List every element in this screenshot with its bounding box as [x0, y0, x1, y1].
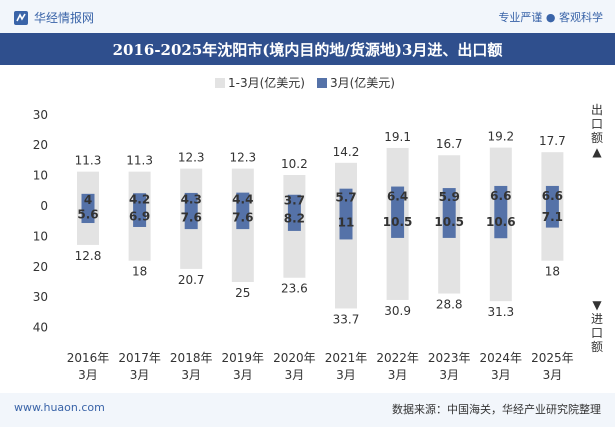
data-label-cumulative-import: 33.7: [333, 312, 360, 326]
legend-item-cumulative: 1-3月(亿美元): [215, 74, 305, 91]
bar-march-import: [494, 206, 508, 239]
chart-title: 2016-2025年沈阳市(境内目的地/货源地)3月进、出口额: [112, 41, 503, 59]
data-label-cumulative-export: 19.1: [384, 130, 411, 144]
data-label-march-import: 7.6: [181, 211, 202, 225]
x-tick-label: 2025年 3月: [531, 351, 574, 382]
bar-march-import: [184, 206, 198, 230]
data-label-march-export: 6.4: [387, 189, 408, 203]
data-label-cumulative-import: 31.3: [487, 305, 514, 319]
x-tick-label: 2022年 3月: [376, 351, 419, 382]
data-label-march-export: 4.4: [232, 192, 253, 206]
data-label-cumulative-import: 18: [132, 265, 147, 279]
bar-march-export: [339, 188, 353, 206]
footer-source: 数据来源：中国海关，华经产业研究院整理: [392, 403, 601, 416]
x-tick-label: 2023年 3月: [428, 351, 471, 382]
export-side-label: 出口额 ▲: [590, 103, 603, 159]
tagline: 专业严谨 ● 客观科学: [498, 11, 603, 24]
legend: 1-3月(亿美元) 3月(亿美元): [215, 74, 407, 91]
data-label-march-import: 10.6: [486, 215, 516, 229]
y-tick-label: 10: [33, 169, 48, 183]
top-bar: [0, 0, 615, 33]
y-tick-label: 10: [33, 229, 48, 243]
data-label-march-export: 5.9: [439, 190, 460, 204]
bar-march-export: [133, 193, 147, 206]
data-label-march-export: 4.3: [181, 192, 202, 206]
y-tick-label: 40: [33, 321, 48, 335]
bar-march-export: [494, 185, 508, 206]
x-tick-label: 2016年 3月: [67, 351, 110, 382]
bar-march-import: [236, 206, 250, 230]
data-label-cumulative-export: 12.3: [178, 151, 205, 165]
bar-march-export: [184, 192, 198, 206]
footer-website: www.huaon.com: [14, 401, 105, 414]
bar-march-export: [287, 194, 301, 206]
data-label-march-export: 4.2: [129, 193, 150, 207]
x-tick-label: 2018年 3月: [170, 351, 213, 382]
data-label-cumulative-import: 23.6: [281, 282, 308, 296]
data-label-cumulative-import: 20.7: [178, 273, 205, 287]
data-label-march-import: 6.9: [129, 209, 150, 223]
x-tick-label: 2024年 3月: [480, 351, 523, 382]
bar-march-export: [81, 193, 95, 206]
bar-march-import: [81, 206, 95, 224]
legend-swatch-march: [316, 77, 327, 88]
footer-bar: [0, 393, 615, 427]
bar-march-import: [339, 206, 353, 240]
data-label-cumulative-import: 12.8: [75, 249, 102, 263]
data-label-cumulative-import: 28.8: [436, 298, 463, 312]
data-label-march-import: 5.6: [77, 208, 98, 222]
data-label-cumulative-export: 19.2: [487, 130, 514, 144]
y-tick-label: 0: [40, 199, 48, 213]
title-bar: [0, 33, 615, 65]
y-tick-label: 20: [33, 260, 48, 274]
data-label-march-import: 7.1: [542, 210, 563, 224]
data-label-march-import: 7.6: [232, 211, 253, 225]
data-label-march-import: 10.5: [434, 215, 464, 229]
y-tick-label: 30: [33, 108, 48, 122]
bar-march-export: [442, 188, 456, 206]
bar-march-import: [391, 206, 405, 238]
data-label-cumulative-export: 11.3: [75, 154, 102, 168]
data-label-cumulative-export: 12.3: [229, 151, 256, 165]
data-label-march-import: 10.5: [383, 215, 413, 229]
data-label-cumulative-export: 10.2: [281, 157, 308, 171]
x-tick-label: 2020年 3月: [273, 351, 316, 382]
legend-label-march: 3月(亿美元): [329, 76, 395, 90]
data-label-cumulative-import: 18: [545, 265, 560, 279]
data-label-cumulative-export: 14.2: [333, 145, 360, 159]
data-label-march-export: 3.7: [284, 193, 305, 207]
bar-march-export: [391, 186, 405, 206]
x-tick-label: 2017年 3月: [118, 351, 161, 382]
data-label-cumulative-export: 17.7: [539, 134, 566, 148]
x-tick-label: 2019年 3月: [222, 351, 265, 382]
data-label-march-import: 11: [338, 216, 355, 230]
x-tick-label: 2021年 3月: [325, 351, 368, 382]
bar-march-export: [545, 185, 559, 206]
y-tick-label: 20: [33, 138, 48, 152]
legend-label-cumulative: 1-3月(亿美元): [228, 76, 305, 90]
brand-logo-icon: [14, 10, 28, 25]
legend-swatch-cumulative: [215, 77, 225, 88]
data-label-cumulative-import: 30.9: [384, 304, 411, 318]
data-label-march-export: 6.6: [490, 189, 511, 203]
bar-march-export: [236, 192, 250, 206]
data-label-march-export: 5.7: [335, 190, 356, 204]
data-label-cumulative-export: 16.7: [436, 137, 463, 151]
import-side-label: ▼ 进口额: [590, 298, 603, 354]
legend-item-march: 3月(亿美元): [316, 74, 395, 91]
data-label-cumulative-import: 25: [235, 286, 250, 300]
data-label-march-import: 8.2: [284, 211, 305, 225]
bar-march-import: [287, 206, 301, 231]
data-label-march-export: 6.6: [542, 189, 563, 203]
bar-march-import: [545, 206, 559, 228]
data-label-march-export: 4: [84, 193, 92, 207]
bar-march-import: [133, 206, 147, 227]
y-tick-label: 30: [33, 290, 48, 304]
data-label-cumulative-export: 11.3: [126, 154, 153, 168]
bar-march-import: [442, 206, 456, 238]
brand-name: 华经情报网: [34, 11, 95, 25]
brand: 华经情报网: [14, 9, 94, 26]
